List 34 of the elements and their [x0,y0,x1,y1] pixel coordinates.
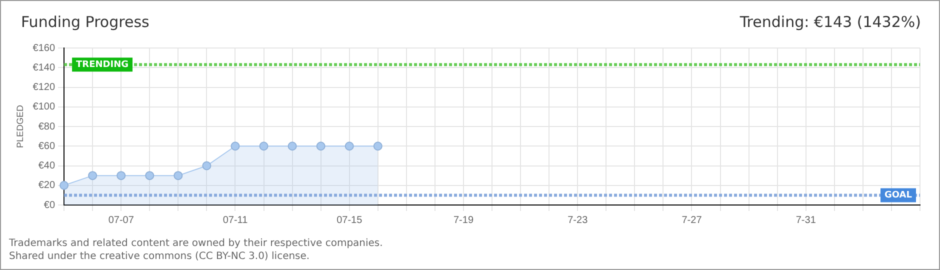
y-tick-label: €160 [32,42,56,54]
x-tick-label: 7-23 [568,214,588,226]
y-tick-label: €140 [32,62,56,74]
y-tick-label: €80 [38,121,56,132]
chart-title: Funding Progress [21,13,150,31]
y-axis-title: PLEDGED [14,104,25,148]
point [230,142,240,151]
x-tick-label: 7-27 [682,214,702,226]
point [373,142,382,151]
ref-line-label: GOAL [884,190,912,201]
point [88,171,98,180]
x-tick-label: 07-15 [336,214,363,226]
x-tick-label: 07-07 [108,214,134,226]
x-tick-label: 07-11 [222,214,248,226]
point [259,142,268,151]
ref-line-label: TRENDING [76,60,129,70]
point [116,171,126,180]
chart-subtitle: Trending: €143 (1432%) [740,13,921,31]
point [288,142,297,151]
text: Trademarks and related content are owned by their respective companies. [9,237,383,250]
y-tick-label: €20 [38,180,56,192]
point [145,171,154,180]
point [174,171,183,180]
y-tick-label: €120 [32,82,56,93]
x-tick-label: 7-31 [796,214,816,226]
text: Shared under the creative commons (CC BY-NC 3.0) license. [9,250,311,263]
y-tick-label: €100 [32,102,56,113]
point [202,161,212,170]
y-tick-label: €40 [38,160,56,172]
point [344,142,354,151]
y-tick-label: €0 [44,200,56,211]
point [316,142,326,151]
y-tick-label: €60 [38,140,56,152]
x-tick-label: 7-19 [453,214,474,226]
